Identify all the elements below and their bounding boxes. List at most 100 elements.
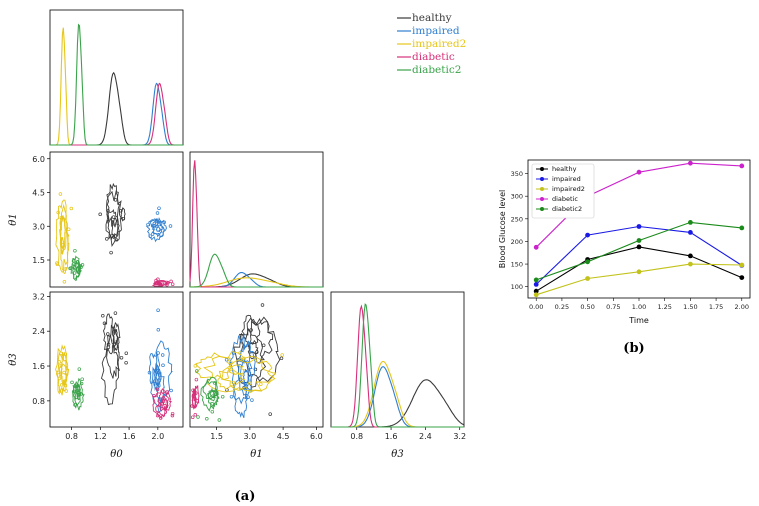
contour-cluster-impaired [145, 206, 173, 243]
contour-speck [59, 351, 63, 356]
plot-b-point-impaired2 [688, 261, 693, 267]
contour-speck [279, 356, 284, 361]
contour-line [236, 340, 256, 396]
contour-speck [193, 413, 198, 417]
contour-speck [231, 380, 236, 385]
y-tick-label: 2.4 [32, 327, 45, 336]
contour-speck [170, 413, 175, 418]
x-tick-label: 2.4 [419, 432, 432, 441]
plot-b-x-tick-label: 0.75 [606, 303, 620, 311]
plot-b-point-diabetic [533, 244, 539, 250]
contour-speck [78, 263, 83, 268]
contour-line [203, 351, 277, 393]
x-tick-label: 3.2 [453, 432, 466, 441]
plot-b-point-impaired2 [585, 276, 590, 281]
contour-panel-theta3_vs_theta1 [190, 303, 284, 422]
contour-speck [60, 242, 65, 247]
plot-b-y-tick-label: 200 [511, 238, 523, 246]
plot-b-point-diabetic [636, 169, 642, 175]
contour-speck [105, 237, 109, 241]
glucose-line-plot: 0.00 0.25 0.50 0.75 1.00 1.25 1.50 1.75 2.00 100 1… [498, 159, 751, 325]
contour-speck [224, 358, 229, 362]
corner-panel-frame [49, 291, 184, 428]
contour-speck [69, 266, 73, 270]
plot-b-y-tick-label: 350 [511, 170, 523, 178]
plot-b-legend-label-impaired2: impaired2 [552, 185, 585, 193]
plot-b-x-label: Time [628, 316, 649, 325]
contour-speck [259, 382, 263, 386]
contour-speck [62, 370, 66, 375]
contour-speck [190, 415, 195, 419]
marginal-density-theta3-diabetic2 [331, 303, 464, 428]
contour-speck [152, 379, 157, 383]
contour-line [145, 218, 166, 243]
contour-cluster-diabetic2 [195, 369, 225, 422]
contour-speck [229, 360, 233, 364]
plot-b-x-tick-label: 1.00 [632, 303, 646, 311]
contour-line [157, 389, 172, 412]
contour-speck [121, 216, 125, 221]
contour-line [221, 358, 276, 394]
contour-speck [193, 364, 198, 368]
contour-speck [79, 265, 83, 269]
contour-speck [70, 380, 74, 385]
contour-speck [156, 308, 160, 312]
contour-speck [79, 392, 84, 396]
marginal-density-theta3-diabetic [331, 304, 464, 428]
contour-speck [112, 329, 116, 334]
plot-b-legend-label-healthy: healthy [552, 165, 577, 173]
marginal-density-theta3-impaired2 [331, 360, 464, 428]
plot-b-point-healthy [688, 253, 693, 259]
x-tick-label: 1.6 [385, 432, 398, 441]
contour-speck [73, 403, 77, 407]
plot-b-point-diabetic2 [636, 238, 642, 243]
corner-plot-legend: healthyimpairedimpaired2diabeticdiabetic… [397, 12, 466, 76]
plot-b-x-tick-label: 0.25 [555, 303, 569, 311]
contour-speck [124, 360, 128, 365]
y-tick-label: 0.8 [32, 397, 45, 406]
plot-b-x-tick-label: 1.75 [709, 303, 723, 311]
contour-line [149, 217, 159, 228]
corner-panel-frame [49, 151, 184, 288]
contour-line [217, 368, 246, 390]
contour-panel-theta1_vs_theta0 [55, 182, 175, 287]
contour-cluster-impaired2 [193, 351, 284, 394]
x-tick-label: 4.5 [277, 432, 290, 441]
contour-line [152, 388, 170, 416]
contour-speck [77, 367, 82, 371]
contour-line [55, 199, 70, 273]
contour-line [242, 368, 249, 387]
plot-b-y-tick-label: 100 [511, 283, 523, 291]
contour-speck [76, 390, 80, 394]
contour-speck [154, 224, 159, 229]
contour-speck [63, 383, 68, 388]
contour-speck [195, 369, 199, 373]
contour-cluster-impaired [224, 334, 256, 418]
plot-b-point-impaired [688, 230, 693, 235]
x-tick-label: 6.0 [310, 432, 323, 441]
contour-line [155, 400, 168, 419]
plot-b-point-impaired [585, 232, 590, 238]
contour-speck [106, 345, 111, 350]
contour-speck [190, 404, 194, 408]
contour-speck [158, 402, 162, 407]
contour-speck [248, 381, 252, 386]
contour-speck [119, 209, 123, 213]
contour-speck [56, 370, 61, 375]
contour-line [155, 225, 163, 233]
contour-speck [148, 234, 153, 238]
contour-line [151, 219, 165, 235]
plot-b-x-tick-label: 1.50 [683, 303, 697, 311]
contour-speck [157, 206, 161, 210]
x-tick-label: 1.5 [210, 432, 223, 441]
plot-b-x-tick-label: 0.50 [580, 303, 594, 311]
contour-speck [165, 390, 169, 394]
panel-label-b: (b) [623, 341, 644, 356]
contour-line [195, 352, 233, 380]
contour-speck [254, 350, 259, 354]
plot-b-point-diabetic2 [585, 259, 590, 265]
contour-speck [63, 352, 68, 356]
contour-speck [155, 370, 159, 375]
contour-speck [163, 405, 168, 410]
